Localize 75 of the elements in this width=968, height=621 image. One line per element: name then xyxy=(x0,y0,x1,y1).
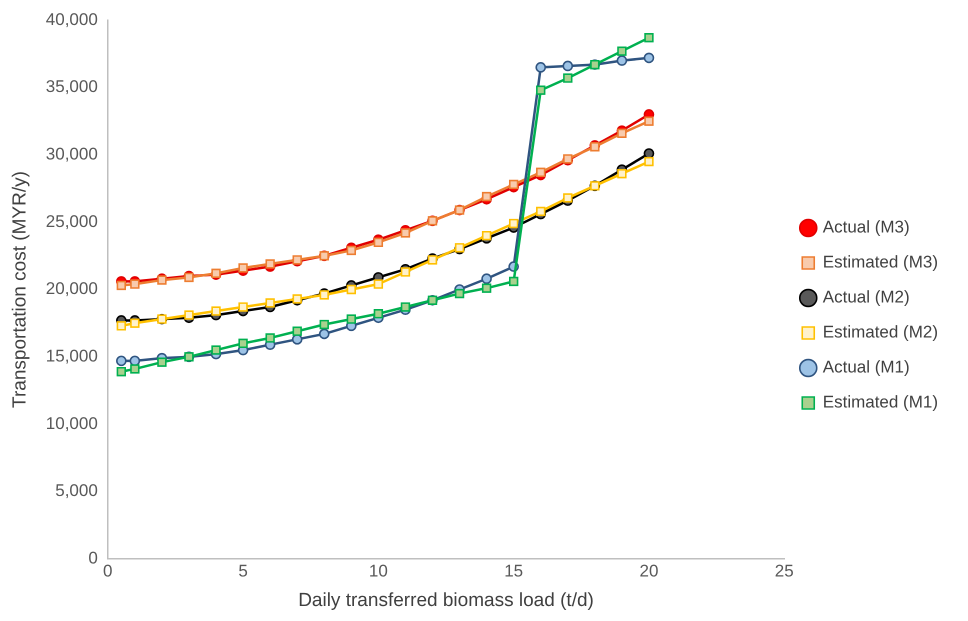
point xyxy=(536,168,546,178)
legend-label: Actual (M2) xyxy=(822,288,910,307)
x-tick-label: 0 xyxy=(103,562,113,581)
x-tick-label: 10 xyxy=(368,562,388,581)
point xyxy=(535,62,546,73)
y-tick-label: 35,000 xyxy=(46,77,98,96)
point xyxy=(617,128,627,138)
point xyxy=(318,328,330,340)
point xyxy=(346,284,356,294)
point xyxy=(116,366,126,376)
point xyxy=(346,314,356,324)
y-tick-label: 15,000 xyxy=(46,346,98,366)
point xyxy=(644,156,654,166)
point xyxy=(265,298,275,308)
point xyxy=(238,263,248,273)
point xyxy=(374,309,384,318)
point xyxy=(536,206,546,216)
y-tick-label: 25,000 xyxy=(46,212,98,231)
point xyxy=(536,86,546,95)
point xyxy=(617,46,627,56)
point xyxy=(211,306,221,316)
x-tick-label: 15 xyxy=(504,562,524,581)
point xyxy=(644,52,654,64)
point xyxy=(374,238,384,248)
point xyxy=(482,230,492,240)
legend-label: Actual (M1) xyxy=(822,358,910,377)
point xyxy=(374,279,384,289)
legend-label: Actual (M3) xyxy=(822,218,910,237)
point xyxy=(482,192,492,202)
legend-label: Estimated (M1) xyxy=(822,392,938,412)
point xyxy=(292,326,302,336)
point xyxy=(454,288,464,298)
point xyxy=(157,358,167,367)
point xyxy=(400,302,410,312)
x-tick-label: 20 xyxy=(640,562,658,581)
y-axis-title: Transportation cost (MYR/y) xyxy=(10,171,31,408)
point xyxy=(508,276,518,286)
y-tick-label: 5,000 xyxy=(55,481,98,500)
point xyxy=(563,193,572,203)
point xyxy=(238,302,248,312)
point xyxy=(346,246,356,256)
point xyxy=(508,218,518,228)
point xyxy=(116,321,126,331)
point xyxy=(184,310,194,320)
point xyxy=(616,55,628,66)
y-tick-label: 30,000 xyxy=(46,144,98,164)
point xyxy=(130,279,140,289)
point xyxy=(211,345,221,355)
point xyxy=(508,180,518,190)
point xyxy=(400,228,410,238)
x-tick-label: 5 xyxy=(238,562,248,581)
point xyxy=(238,338,248,348)
point xyxy=(320,320,329,330)
point xyxy=(644,33,654,42)
point xyxy=(130,318,140,328)
point xyxy=(265,333,275,343)
x-axis-title: Daily transferred biomass load (t/d) xyxy=(298,590,594,611)
point xyxy=(116,356,127,366)
point xyxy=(563,73,572,83)
x-tick-label: 25 xyxy=(774,562,794,581)
y-tick-label: 40,000 xyxy=(46,10,98,29)
y-tick-label: 10,000 xyxy=(46,414,98,433)
y-tick-label: 0 xyxy=(88,548,98,568)
point xyxy=(265,259,275,269)
point xyxy=(617,169,627,178)
point xyxy=(482,283,492,293)
point xyxy=(130,364,140,374)
legend-label: Estimated (M2) xyxy=(822,322,938,342)
point xyxy=(644,116,654,126)
point xyxy=(562,60,574,72)
legend-label: Estimated (M3) xyxy=(822,252,938,272)
point xyxy=(481,273,492,284)
point xyxy=(116,280,126,290)
y-tick-label: 20,000 xyxy=(46,279,98,298)
point xyxy=(400,267,410,277)
